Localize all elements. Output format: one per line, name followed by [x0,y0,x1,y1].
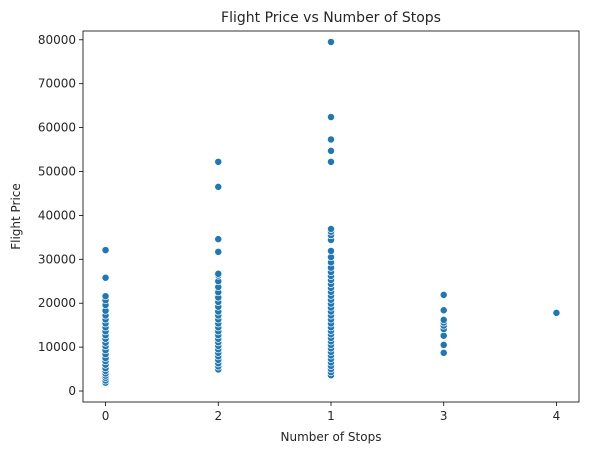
data-point [102,293,109,300]
x-tick-label: 2 [214,409,222,423]
data-point [215,270,222,277]
data-point [440,307,447,314]
data-point [327,158,334,165]
y-tick-label: 80000 [38,33,76,47]
data-point [440,316,447,323]
data-point [215,248,222,255]
data-point [327,38,334,45]
y-tick-label: 20000 [38,296,76,310]
y-tick-label: 10000 [38,340,76,354]
x-tick-label: 0 [102,409,110,423]
data-point [215,236,222,243]
y-tick-label: 50000 [38,164,76,178]
data-point [440,341,447,348]
data-point [440,332,447,339]
y-tick-label: 40000 [38,208,76,222]
x-tick-label: 1 [327,409,335,423]
chart-title: Flight Price vs Number of Stops [221,10,441,26]
data-point [102,274,109,281]
y-axis-title: Flight Price [9,183,23,250]
data-point [327,147,334,154]
y-tick-label: 60000 [38,121,76,135]
data-point [440,291,447,298]
data-point [327,113,334,120]
x-axis-title: Number of Stops [281,430,382,444]
data-point [553,309,560,316]
y-tick-label: 0 [68,384,76,398]
data-point [327,247,334,254]
x-tick-label: 4 [553,409,561,423]
data-point [215,158,222,165]
y-tick-label: 70000 [38,77,76,91]
data-point [327,225,334,232]
y-tick-label: 30000 [38,252,76,266]
data-point [102,246,109,253]
data-point [215,183,222,190]
plot-area: 0 10000 20000 30000 40000 50000 60000 70000 8000… [38,31,579,423]
data-point [440,349,447,356]
x-tick-label: 3 [440,409,448,423]
data-point [327,136,334,143]
